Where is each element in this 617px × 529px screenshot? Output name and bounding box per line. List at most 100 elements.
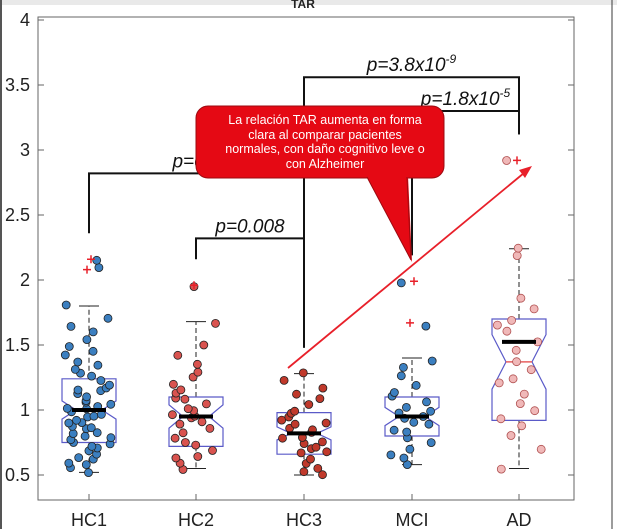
y-tick-label: 2 [20, 270, 30, 290]
significance-bracket [303, 76, 520, 348]
data-point-hc2 [167, 410, 177, 420]
plot-area [37, 16, 575, 501]
data-point-hc1 [64, 342, 74, 351]
annotation-line: La relación TAR aumenta en forma [228, 113, 422, 127]
outlier-marker [513, 156, 521, 165]
data-point-ad [494, 378, 504, 388]
data-point-hc1 [68, 429, 78, 439]
data-point-hc3 [299, 467, 309, 477]
data-point-hc1 [89, 411, 99, 421]
data-point-hc1 [87, 441, 97, 451]
data-point-hc2 [191, 440, 201, 450]
box-ad [491, 318, 547, 421]
data-point-mci [401, 402, 411, 412]
data-point-hc1 [88, 327, 98, 337]
data-point-ad [496, 414, 506, 424]
data-point-mci [422, 397, 431, 407]
outlier-marker [406, 318, 414, 327]
y-tick-label: 0.5 [5, 465, 30, 485]
x-tick-label: HC2 [178, 510, 214, 529]
annotation-line: normales, con daño cognitivo leve o [225, 142, 425, 156]
data-point-hc2 [176, 385, 186, 395]
data-point-ad [530, 406, 540, 416]
data-point-mci [409, 417, 419, 427]
data-point-hc3 [306, 454, 315, 464]
box-mci [384, 396, 440, 437]
data-point-hc2 [193, 452, 203, 461]
data-point-hc2 [197, 417, 207, 427]
data-point-ad [517, 421, 527, 431]
data-point-mci [396, 278, 406, 288]
data-point-hc1 [80, 431, 90, 441]
data-point-hc3 [322, 447, 332, 457]
data-point-hc1 [61, 300, 71, 310]
data-point-hc1 [60, 350, 70, 360]
data-point-hc2 [175, 419, 185, 429]
data-point-hc2 [173, 350, 183, 360]
data-point-mci [427, 356, 437, 366]
annotation-text: La relación TAR aumenta en forma clara a… [204, 113, 446, 171]
data-point-hc1 [72, 415, 81, 425]
data-point-hc1 [73, 385, 83, 395]
data-point-hc3 [317, 437, 327, 447]
data-point-mci [421, 321, 431, 331]
chart-title: TAR [291, 0, 315, 11]
data-point-hc3 [296, 448, 306, 458]
y-tick-label: 2.5 [5, 205, 30, 225]
significance-bracket [411, 110, 520, 256]
data-point-hc1 [93, 360, 103, 370]
data-point-mci [396, 371, 406, 381]
annotation-callout [195, 105, 445, 262]
data-point-hc3 [279, 375, 289, 385]
data-point-hc1 [106, 433, 116, 443]
data-point-hc2 [199, 340, 209, 350]
data-point-mci [389, 425, 399, 435]
data-point-hc2 [180, 438, 190, 447]
data-point-mci [426, 438, 436, 448]
box-hc2 [168, 396, 224, 447]
data-point-mci [386, 450, 396, 460]
data-point-ad [502, 156, 512, 165]
data-point-hc1 [74, 453, 84, 463]
data-point-hc3 [290, 406, 300, 416]
data-point-hc1 [73, 357, 83, 367]
data-point-hc1 [87, 371, 96, 381]
x-tick-label: HC1 [71, 510, 107, 529]
data-point-hc1 [96, 376, 106, 385]
data-point-hc1 [64, 458, 74, 468]
data-point-ad [511, 345, 521, 355]
data-point-ad [515, 399, 525, 409]
data-point-mci [405, 444, 415, 454]
data-point-mci [399, 453, 409, 463]
data-point-hc1 [103, 313, 113, 323]
data-point-ad [536, 444, 546, 454]
annotation-line: con Alzheimer [285, 156, 365, 171]
y-tick-label: 4 [20, 10, 30, 30]
data-point-hc1 [92, 428, 102, 438]
data-point-ad [508, 374, 518, 384]
data-point-hc2 [201, 399, 211, 409]
data-point-hc2 [168, 379, 178, 389]
data-point-ad [492, 320, 502, 330]
y-tick-label: 3.5 [5, 75, 30, 95]
data-point-ad [526, 365, 536, 375]
data-point-ad [512, 357, 521, 367]
data-point-hc3 [315, 394, 325, 404]
annotation-arrow [287, 166, 532, 369]
data-point-hc3 [298, 368, 308, 378]
data-point-hc2 [178, 428, 188, 438]
data-point-mci [426, 406, 436, 416]
p-value-label: p=3.8x10-9 [366, 52, 457, 76]
data-point-hc1 [105, 380, 114, 390]
data-point-mci [398, 362, 408, 372]
data-point-hc2 [193, 367, 203, 377]
data-point-hc1 [70, 364, 80, 374]
data-point-ad [529, 304, 539, 314]
data-point-hc2 [211, 318, 220, 328]
outlier-marker [87, 255, 95, 264]
data-point-ad [496, 464, 506, 474]
p-value-label: p=0.008 [214, 216, 285, 237]
outlier-marker [410, 277, 418, 286]
data-point-hc3 [313, 463, 323, 473]
